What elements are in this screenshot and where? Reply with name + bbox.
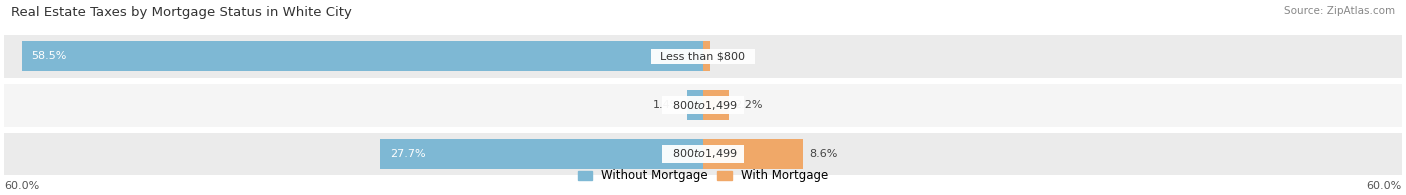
Text: 60.0%: 60.0% — [4, 181, 39, 191]
Bar — [4, 84, 1402, 127]
Legend: Without Mortgage, With Mortgage: Without Mortgage, With Mortgage — [574, 165, 832, 187]
Bar — [381, 139, 703, 169]
Text: 1.4%: 1.4% — [652, 100, 681, 110]
Text: $800 to $1,499: $800 to $1,499 — [665, 147, 741, 160]
Bar — [4, 35, 1402, 78]
Text: 8.6%: 8.6% — [808, 149, 838, 159]
Bar — [703, 90, 728, 120]
Text: 2.2%: 2.2% — [734, 100, 763, 110]
Text: Less than $800: Less than $800 — [654, 51, 752, 61]
Text: 0.6%: 0.6% — [716, 51, 744, 61]
Text: 60.0%: 60.0% — [1367, 181, 1402, 191]
Text: 58.5%: 58.5% — [31, 51, 66, 61]
Bar — [703, 139, 803, 169]
Bar — [686, 90, 703, 120]
Bar — [703, 41, 710, 72]
Text: 27.7%: 27.7% — [389, 149, 425, 159]
Bar — [21, 41, 703, 72]
Text: $800 to $1,499: $800 to $1,499 — [665, 99, 741, 112]
Text: Source: ZipAtlas.com: Source: ZipAtlas.com — [1284, 6, 1395, 16]
Bar — [4, 133, 1402, 176]
Text: Real Estate Taxes by Mortgage Status in White City: Real Estate Taxes by Mortgage Status in … — [11, 6, 352, 19]
